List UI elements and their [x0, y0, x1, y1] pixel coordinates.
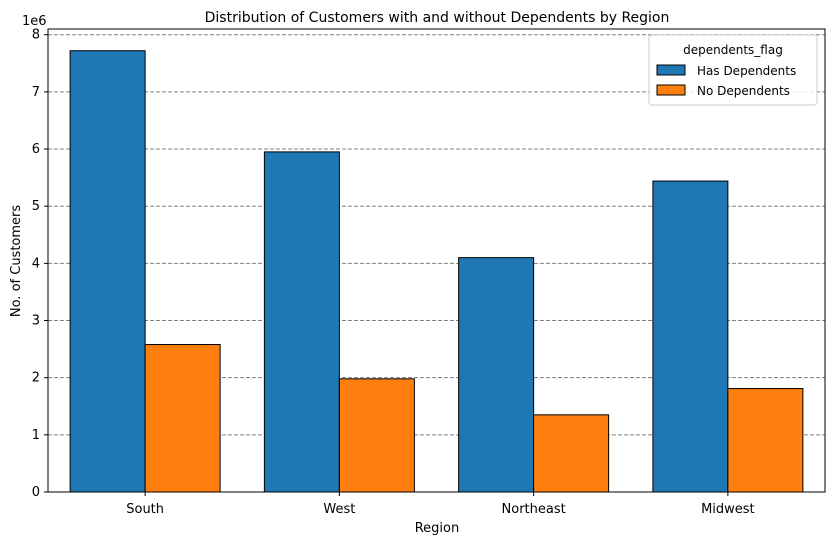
legend-box — [648, 34, 818, 106]
legend-title: dependents_flag — [683, 43, 783, 57]
y-tick-label: 2 — [32, 371, 40, 386]
y-tick-label: 0 — [32, 485, 40, 500]
x-axis: South West Northeast Midwest — [126, 492, 755, 517]
bar-has-dependents-northeast — [458, 257, 535, 493]
legend-label: No Dependents — [697, 84, 790, 98]
x-axis-label: Region — [415, 521, 460, 536]
y-tick-label: 4 — [32, 256, 40, 271]
legend: dependents_flag Has Dependents No Depende… — [648, 34, 818, 106]
y-tick-label: 6 — [32, 142, 40, 157]
x-tick-label: South — [126, 502, 164, 517]
y-tick-label: 8 — [32, 28, 40, 43]
x-tick-label: West — [323, 502, 355, 517]
y-axis: 0 1 2 3 4 5 6 7 8 — [32, 28, 48, 500]
bar-no-dependents-south — [144, 344, 221, 493]
y-tick-label: 5 — [32, 199, 40, 214]
bar-has-dependents-midwest — [652, 180, 729, 493]
bar-no-dependents-northeast — [533, 414, 610, 493]
y-tick-label: 3 — [32, 314, 40, 329]
y-tick-label: 1 — [32, 428, 40, 443]
bar-no-dependents-west — [338, 378, 415, 493]
y-tick-label: 7 — [32, 85, 40, 100]
bar-has-dependents-west — [263, 151, 340, 493]
chart-title: Distribution of Customers with and witho… — [205, 10, 670, 26]
bar-no-dependents-midwest — [727, 388, 804, 493]
plot-frame — [47, 28, 826, 493]
bars — [69, 50, 804, 493]
y-axis-label: No. of Customers — [9, 205, 24, 318]
legend-label: Has Dependents — [697, 64, 796, 78]
legend-swatch-no-dependents — [656, 84, 686, 96]
y-scale-label: 1e6 — [22, 14, 47, 29]
x-tick-label: Northeast — [502, 502, 566, 517]
bar-has-dependents-south — [69, 50, 146, 493]
x-tick-label: Midwest — [701, 502, 755, 517]
legend-swatch-has-dependents — [656, 64, 686, 76]
